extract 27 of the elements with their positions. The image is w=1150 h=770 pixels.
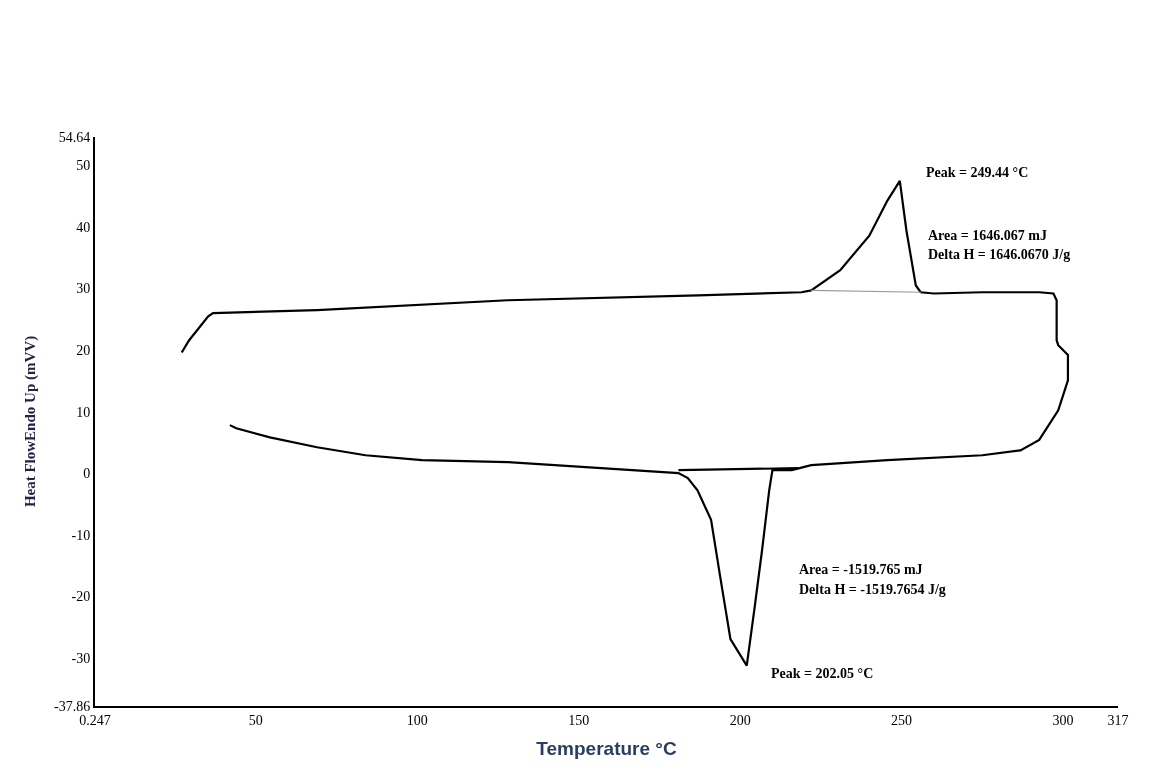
y-tick-label: -30 <box>71 650 91 666</box>
y-tick-label: 20 <box>76 342 91 358</box>
y-tick-label: -10 <box>71 527 91 543</box>
y-tick-label: -37.86 <box>54 698 91 714</box>
x-tick-label: 250 <box>891 712 913 728</box>
y-tick-label: -20 <box>71 589 91 605</box>
y-tick-label: 50 <box>76 158 91 174</box>
x-tick-label: 50 <box>248 712 263 728</box>
annotation: Peak = 202.05 °C <box>771 666 874 681</box>
y-axis-title: Heat FlowEndo Up (mVV) <box>21 335 39 508</box>
x-axis-title: Temperature °C <box>536 738 677 760</box>
annotation: Area = -1519.765 mJ <box>799 562 923 577</box>
x-tick-label: 317 <box>1107 712 1129 728</box>
x-tick-label: 150 <box>568 712 590 728</box>
x-tick-label: 200 <box>729 712 751 728</box>
x-tick-label: 300 <box>1052 712 1074 728</box>
y-tick-label: 0 <box>83 466 91 482</box>
x-tick-label: 100 <box>406 712 428 728</box>
annotation: Delta H = 1646.0670 J/g <box>928 247 1071 262</box>
annotation: Area = 1646.067 mJ <box>928 228 1047 243</box>
annotation: Peak = 249.44 °C <box>926 165 1029 180</box>
y-tick-label: 54.64 <box>58 129 91 145</box>
y-tick-label: 10 <box>76 404 91 420</box>
y-tick-label: 30 <box>76 281 91 297</box>
annotation: Delta H = -1519.7654 J/g <box>799 582 946 597</box>
x-tick-label: 0.247 <box>79 712 111 728</box>
y-tick-label: 40 <box>76 219 91 235</box>
